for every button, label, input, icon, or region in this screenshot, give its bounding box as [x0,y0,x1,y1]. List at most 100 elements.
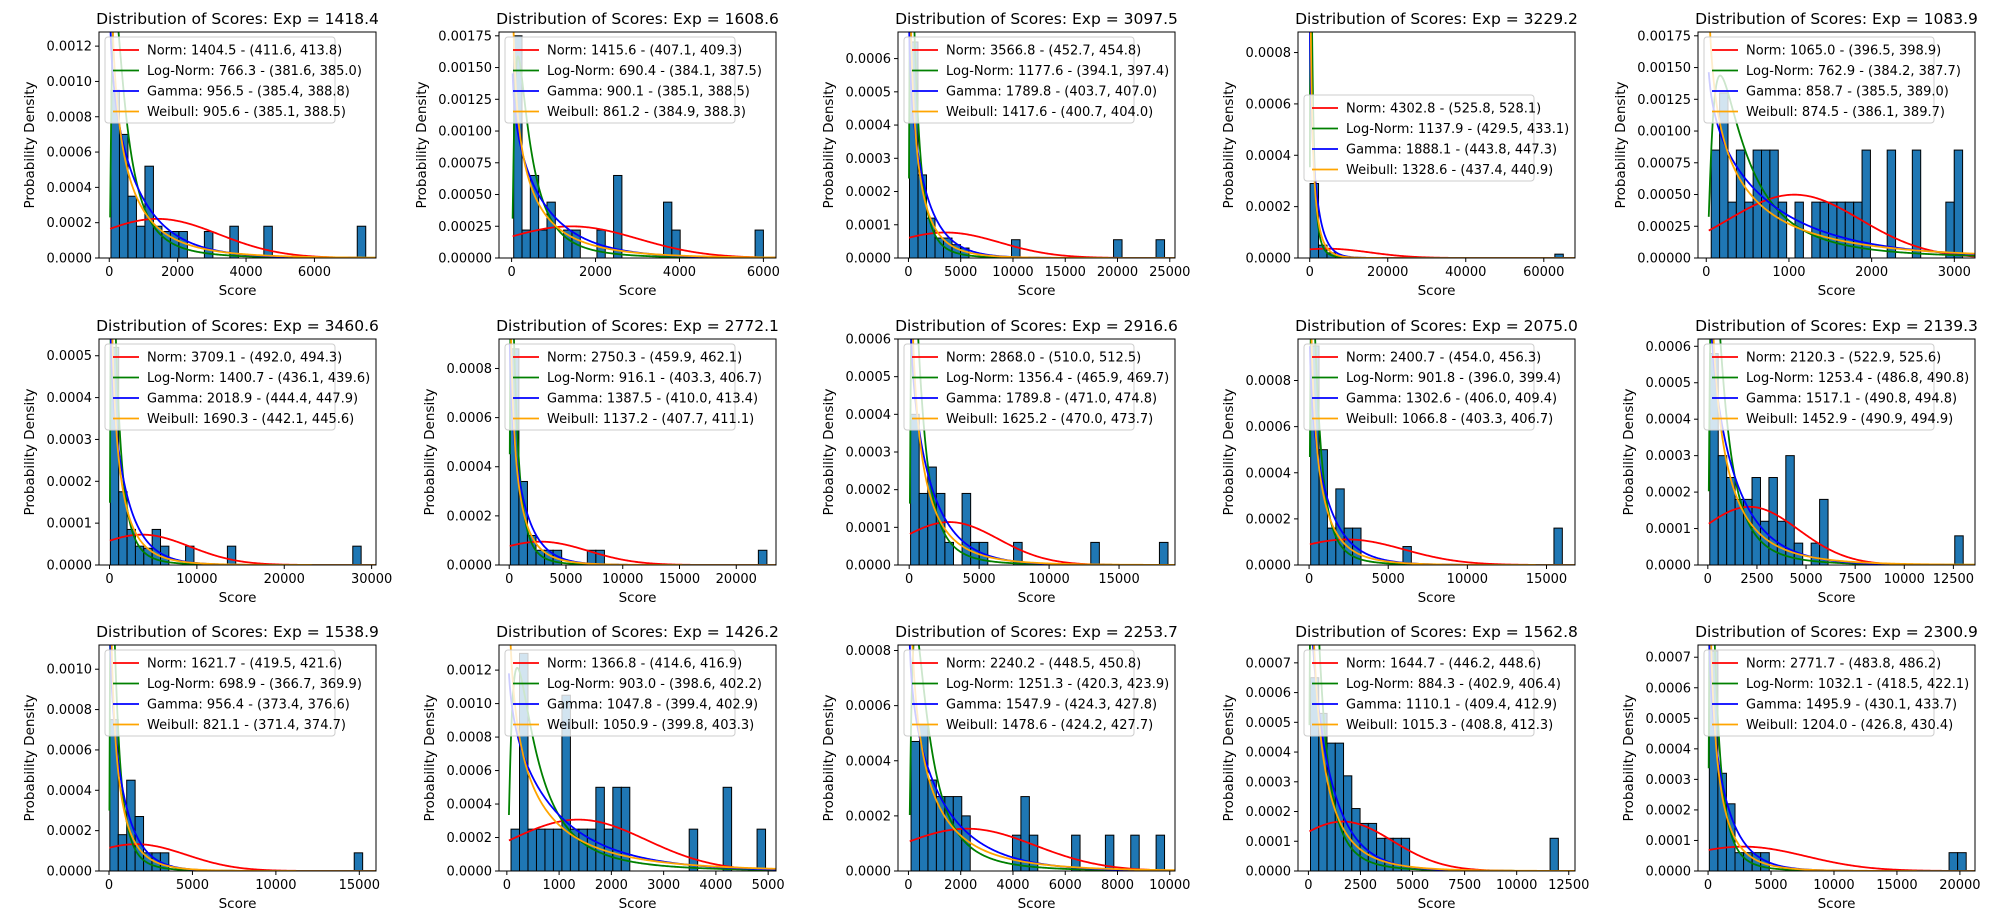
histogram-bar [927,466,937,565]
x-tick-label: 10000 [255,878,296,893]
legend-gamma: Gamma: 1888.1 - (443.8, 447.3) [1346,143,1557,158]
x-tick-label: 20000 [1939,878,1980,893]
legend-lognorm: Log-Norm: 916.1 - (403.3, 406.7) [547,371,762,386]
y-axis-label: Probability Density [422,695,438,822]
histogram-bar [135,225,146,258]
legend-weibull: Weibull: 821.1 - (371.4, 374.7) [147,718,346,733]
legend: Norm: 1644.7 - (446.2, 448.6) Log-Norm: 8… [1303,649,1561,737]
legend-gamma: Gamma: 1387.5 - (410.0, 413.4) [547,392,758,407]
y-tick-label: 0.0005 [846,85,892,100]
legend-lognorm: Log-Norm: 1032.1 - (418.5, 422.1) [1746,677,1969,692]
y-tick-label: 0.0004 [47,391,93,406]
x-tick-label: 5000 [752,878,785,893]
histogram-bar [595,549,605,565]
y-tick-label: 0.0001 [1646,522,1692,537]
histogram-bar [1853,201,1863,258]
y-tick-label: 0.0005 [1246,716,1292,731]
x-tick-label: 0 [503,878,511,893]
histogram-bar [356,225,367,258]
subplot-title: Distribution of Scores: Exp = 2253.7 [895,623,1178,641]
x-tick-label: 2000 [161,265,194,280]
legend-norm: Norm: 2120.3 - (522.9, 525.6) [1746,351,1941,366]
y-tick-label: 0.0000 [846,252,892,267]
subplot-15: Distribution of Scores: Exp = 2300.9 0 500… [1621,623,1981,912]
x-tick-label: 4000 [996,878,1029,893]
legend-weibull: Weibull: 874.5 - (386.1, 389.7) [1746,105,1945,120]
x-tick-label: 1000 [1772,265,1805,280]
histogram-bar [134,545,145,565]
y-tick-label: 0.0002 [1646,486,1692,501]
legend-norm: Norm: 1065.0 - (396.5, 398.9) [1746,44,1941,59]
x-tick-label: 0 [1702,265,1710,280]
y-tick-label: 0.0002 [47,475,93,490]
axes-frame [1297,644,1576,872]
y-axis-label: Probability Density [1621,389,1637,516]
y-axis-label: Probability Density [1221,389,1237,516]
axes-frame [1697,644,1976,872]
legend-gamma: Gamma: 2018.9 - (444.4, 447.9) [147,392,358,407]
histogram-bar [919,724,929,871]
y-tick-label: 0.0006 [1246,686,1292,701]
subplot-9: Distribution of Scores: Exp = 2075.0 0 500… [1221,317,1578,606]
weibull-curve [1712,339,1975,565]
y-tick-label: 0.0005 [47,349,93,364]
x-tick-label: 3000 [647,878,680,893]
legend-weibull: Weibull: 1328.6 - (437.4, 440.9) [1346,163,1553,178]
legend-norm: Norm: 2868.0 - (510.0, 512.5) [946,351,1141,366]
y-tick-label: 0.0001 [846,218,892,233]
y-tick-label: 0.0006 [47,146,93,161]
y-tick-label: 0.0001 [1646,834,1692,849]
y-tick-label: 0.0008 [846,644,892,659]
y-axis-label: Probability Density [1613,82,1629,209]
y-tick-label: 0.0004 [1646,742,1692,757]
histogram-bar [226,545,237,565]
legend: Norm: 2400.7 - (454.0, 456.3) Log-Norm: 9… [1303,343,1561,431]
y-tick-label: 0.00025 [438,220,492,235]
legend-norm: Norm: 3709.1 - (492.0, 494.3) [147,351,342,366]
y-tick-label: 0.0006 [846,699,892,714]
legend: Norm: 2240.2 - (448.5, 450.8) Log-Norm: 1… [903,649,1169,737]
histogram-bar [529,174,540,258]
y-tick-label: 0.0008 [447,731,493,746]
axes-frame [498,31,777,259]
x-tick-label: 10000 [176,572,217,587]
histogram-bar [1090,541,1100,565]
y-tick-label: 0.0002 [846,185,892,200]
x-tick-label: 0 [105,265,113,280]
y-tick-label: 0.0004 [47,784,93,799]
x-tick-label: 4000 [699,878,732,893]
x-axis-label: Score [1818,896,1856,912]
y-tick-label: 0.0008 [1246,46,1292,61]
subplot-title: Distribution of Scores: Exp = 2139.3 [1695,317,1978,335]
y-tick-label: 0.00150 [438,61,492,76]
legend-norm: Norm: 2400.7 - (454.0, 456.3) [1346,351,1541,366]
norm-curve [909,827,1175,871]
histogram-bars [110,89,367,258]
x-tick-label: 2000 [579,265,612,280]
y-tick-label: 0.0000 [47,865,93,880]
x-tick-label: 5000 [176,878,209,893]
x-axis-label: Score [1018,283,1056,299]
axes-frame [897,31,1176,259]
y-tick-label: 0.0004 [1646,413,1692,428]
histogram-bar [1158,541,1169,565]
x-tick-label: 5000 [549,572,582,587]
x-tick-label: 7500 [1448,878,1481,893]
x-tick-label: 3000 [1938,265,1971,280]
legend-lognorm: Log-Norm: 1356.4 - (465.9, 469.7) [946,371,1169,386]
legend-gamma: Gamma: 900.1 - (385.1, 388.5) [547,85,750,100]
legend-lognorm: Log-Norm: 698.9 - (366.7, 369.9) [147,677,362,692]
y-tick-label: 0.0003 [846,152,892,167]
x-tick-label: 2500 [1344,878,1377,893]
weibull-curve [1709,32,1975,255]
y-tick-label: 0.0005 [1646,712,1692,727]
y-tick-label: 0.0004 [846,754,892,769]
histogram-bar [1911,149,1922,258]
subplot-8: Distribution of Scores: Exp = 2916.6 0 500… [821,317,1178,606]
x-axis-label: Score [219,590,257,606]
y-tick-label: 0.00075 [438,156,492,171]
histogram-bar [1155,834,1166,871]
y-tick-label: 0.0002 [846,483,892,498]
legend-gamma: Gamma: 956.5 - (385.4, 388.8) [147,85,350,100]
y-tick-label: 0.0006 [1646,681,1692,696]
